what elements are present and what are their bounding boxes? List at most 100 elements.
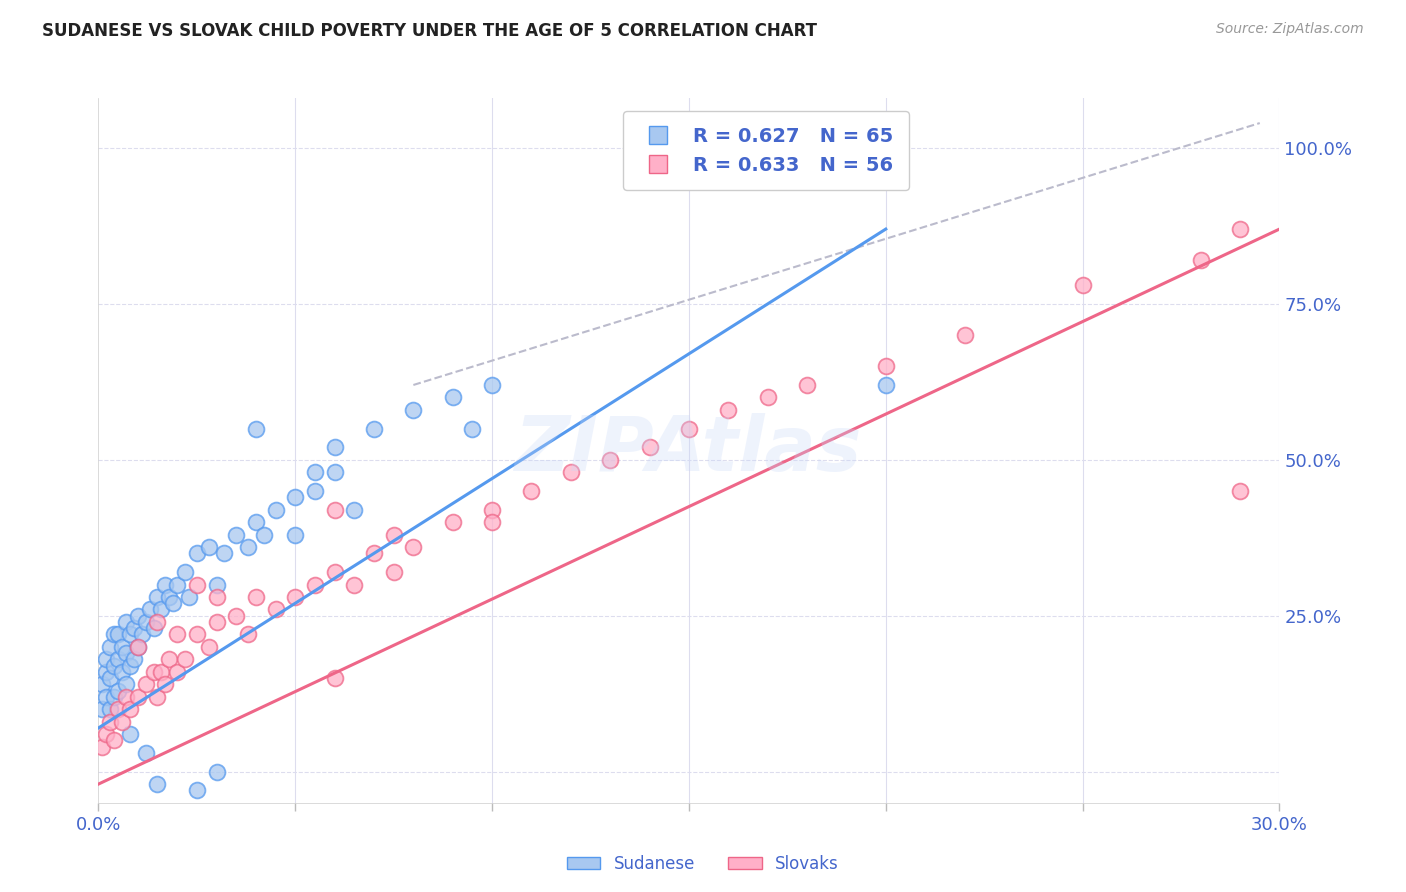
Point — [150, 665, 173, 679]
Point — [402, 403, 425, 417]
Point — [138, 602, 160, 616]
Point — [111, 714, 134, 729]
Point — [197, 540, 219, 554]
Point — [796, 378, 818, 392]
Point — [323, 565, 346, 579]
Point — [96, 690, 118, 704]
Point — [155, 577, 177, 591]
Point — [304, 577, 326, 591]
Point — [717, 403, 740, 417]
Point — [127, 608, 149, 623]
Point — [111, 640, 134, 654]
Point — [186, 627, 208, 641]
Point — [264, 602, 287, 616]
Point — [127, 640, 149, 654]
Point — [122, 621, 145, 635]
Point — [162, 596, 184, 610]
Point — [98, 702, 121, 716]
Point — [127, 640, 149, 654]
Point — [343, 502, 366, 516]
Point — [122, 652, 145, 666]
Point — [107, 627, 129, 641]
Point — [363, 546, 385, 560]
Point — [264, 502, 287, 516]
Point — [481, 502, 503, 516]
Point — [127, 690, 149, 704]
Text: SUDANESE VS SLOVAK CHILD POVERTY UNDER THE AGE OF 5 CORRELATION CHART: SUDANESE VS SLOVAK CHILD POVERTY UNDER T… — [42, 22, 817, 40]
Point — [135, 746, 157, 760]
Point — [98, 640, 121, 654]
Point — [155, 677, 177, 691]
Point — [481, 515, 503, 529]
Point — [118, 727, 141, 741]
Point — [441, 391, 464, 405]
Point — [323, 441, 346, 455]
Point — [323, 502, 346, 516]
Point — [560, 465, 582, 479]
Point — [363, 422, 385, 436]
Point — [146, 615, 169, 629]
Point — [115, 646, 138, 660]
Point — [284, 590, 307, 604]
Point — [103, 627, 125, 641]
Point — [402, 540, 425, 554]
Point — [118, 627, 141, 641]
Point — [103, 733, 125, 747]
Point — [284, 490, 307, 504]
Point — [875, 378, 897, 392]
Point — [253, 527, 276, 541]
Point — [953, 328, 976, 343]
Point — [91, 677, 114, 691]
Point — [225, 527, 247, 541]
Point — [115, 690, 138, 704]
Point — [304, 465, 326, 479]
Point — [146, 690, 169, 704]
Point — [146, 777, 169, 791]
Point — [150, 602, 173, 616]
Point — [520, 483, 543, 498]
Point — [91, 702, 114, 716]
Legend: Sudanese, Slovaks: Sudanese, Slovaks — [561, 848, 845, 880]
Point — [98, 671, 121, 685]
Point — [205, 615, 228, 629]
Point — [107, 702, 129, 716]
Point — [96, 665, 118, 679]
Point — [186, 577, 208, 591]
Point — [875, 359, 897, 374]
Point — [186, 783, 208, 797]
Point — [225, 608, 247, 623]
Point — [461, 422, 484, 436]
Point — [382, 565, 405, 579]
Point — [98, 714, 121, 729]
Point — [678, 422, 700, 436]
Point — [343, 577, 366, 591]
Point — [236, 540, 259, 554]
Point — [157, 652, 180, 666]
Point — [236, 627, 259, 641]
Point — [131, 627, 153, 641]
Point — [107, 683, 129, 698]
Point — [103, 658, 125, 673]
Point — [107, 652, 129, 666]
Point — [111, 665, 134, 679]
Point — [174, 565, 197, 579]
Point — [103, 690, 125, 704]
Point — [1189, 253, 1212, 268]
Point — [382, 527, 405, 541]
Point — [638, 441, 661, 455]
Point — [1229, 483, 1251, 498]
Point — [166, 577, 188, 591]
Point — [96, 727, 118, 741]
Point — [118, 658, 141, 673]
Point — [146, 590, 169, 604]
Point — [323, 465, 346, 479]
Point — [214, 546, 236, 560]
Point — [186, 546, 208, 560]
Point — [205, 764, 228, 779]
Point — [205, 577, 228, 591]
Point — [323, 671, 346, 685]
Point — [166, 627, 188, 641]
Point — [245, 515, 267, 529]
Point — [96, 652, 118, 666]
Text: Source: ZipAtlas.com: Source: ZipAtlas.com — [1216, 22, 1364, 37]
